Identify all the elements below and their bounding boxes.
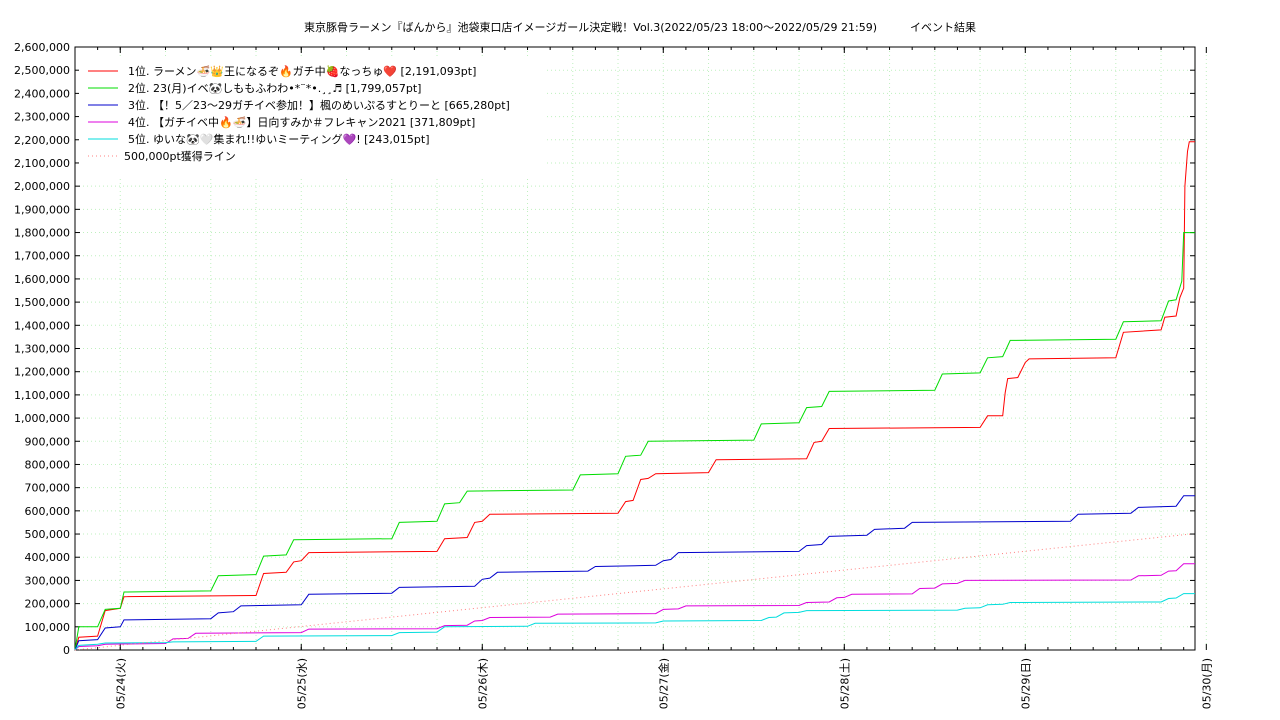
y-tick-label: 1,600,000: [14, 273, 70, 286]
legend-box: [79, 59, 544, 177]
legend-entry-3: 3位. 【！5／23〜29ガチイベ参加！】楓のめいぷるすとりーと [665,28…: [128, 98, 510, 112]
y-tick-label: 1,400,000: [14, 319, 70, 332]
y-tick-label: 2,000,000: [14, 180, 70, 193]
y-tick-label: 600,000: [25, 505, 71, 518]
y-tick-label: 400,000: [25, 551, 71, 564]
y-tick-label: 2,200,000: [14, 134, 70, 147]
axes: 0 100,000 200,000 300,000 400,000 500,000 600,…: [14, 41, 1213, 709]
y-tick-label: 2,100,000: [14, 157, 70, 170]
x-tick-label: 05/28(土): [838, 658, 851, 709]
x-tick-label: 05/25(水): [295, 658, 308, 709]
x-tick-label: 05/24(火): [114, 658, 127, 709]
y-tick-label: 1,700,000: [14, 250, 70, 263]
y-tick-label: 700,000: [25, 482, 71, 495]
chart-title: 東京豚骨ラーメン『ばんから』池袋東口店イメージガール決定戦！Vol.3(2022…: [303, 21, 977, 34]
y-tick-label: 1,100,000: [14, 389, 70, 402]
x-tick-label: 05/26(木): [476, 658, 489, 709]
legend-entry-1: 1位. ラーメン🍜👑王になるぞ🔥ガチ中🍓なっちゅ❤️ [2,191,093pt]: [128, 64, 476, 78]
legend-entry-6: 500,000pt獲得ライン: [124, 150, 236, 163]
series-line-3: [74, 495, 1195, 651]
y-tick-label: 300,000: [25, 574, 71, 587]
y-tick-label: 1,200,000: [14, 366, 70, 379]
legend-entry-4: 4位. 【ガチイベ中🔥🍜】日向すみか＃フレキャン2021 [371,809pt]: [128, 115, 475, 129]
y-tick-label: 1,000,000: [14, 412, 70, 425]
y-tick-label: 1,300,000: [14, 343, 70, 356]
y-tick-label: 0: [63, 644, 70, 657]
x-tick-label: 05/29(日): [1019, 658, 1032, 709]
series-lines: [74, 141, 1196, 651]
series-line-4: [74, 563, 1195, 651]
legend-entry-2: 2位. 23(月)イベ🐼しももふわわ•*¨*•.¸¸♬ [1,799,057pt…: [128, 81, 421, 95]
y-tick-label: 1,800,000: [14, 227, 70, 240]
y-tick-label: 1,500,000: [14, 296, 70, 309]
y-tick-label: 800,000: [25, 458, 71, 471]
y-tick-label: 100,000: [25, 621, 71, 634]
y-tick-label: 500,000: [25, 528, 71, 541]
y-tick-label: 900,000: [25, 435, 71, 448]
series-line-1: [74, 141, 1195, 651]
y-tick-label: 2,400,000: [14, 87, 70, 100]
legend: 1位. ラーメン🍜👑王になるぞ🔥ガチ中🍓なっちゅ❤️ [2,191,093pt]…: [79, 59, 544, 177]
y-tick-label: 1,900,000: [14, 203, 70, 216]
y-tick-label: 200,000: [25, 598, 71, 611]
y-tick-label: 2,600,000: [14, 41, 70, 54]
series-line-6: [74, 533, 1192, 651]
x-tick-label: 05/30(月): [1200, 658, 1213, 709]
legend-entry-5: 5位. ゆいな🐼🤍集まれ!!ゆいミーティング💜! [243,015pt]: [128, 132, 430, 146]
x-tick-label: 05/27(金): [656, 658, 670, 709]
y-tick-label: 2,300,000: [14, 111, 70, 124]
series-line-5: [74, 593, 1195, 651]
series-line-2: [74, 231, 1196, 651]
y-tick-label: 2,500,000: [14, 64, 70, 77]
